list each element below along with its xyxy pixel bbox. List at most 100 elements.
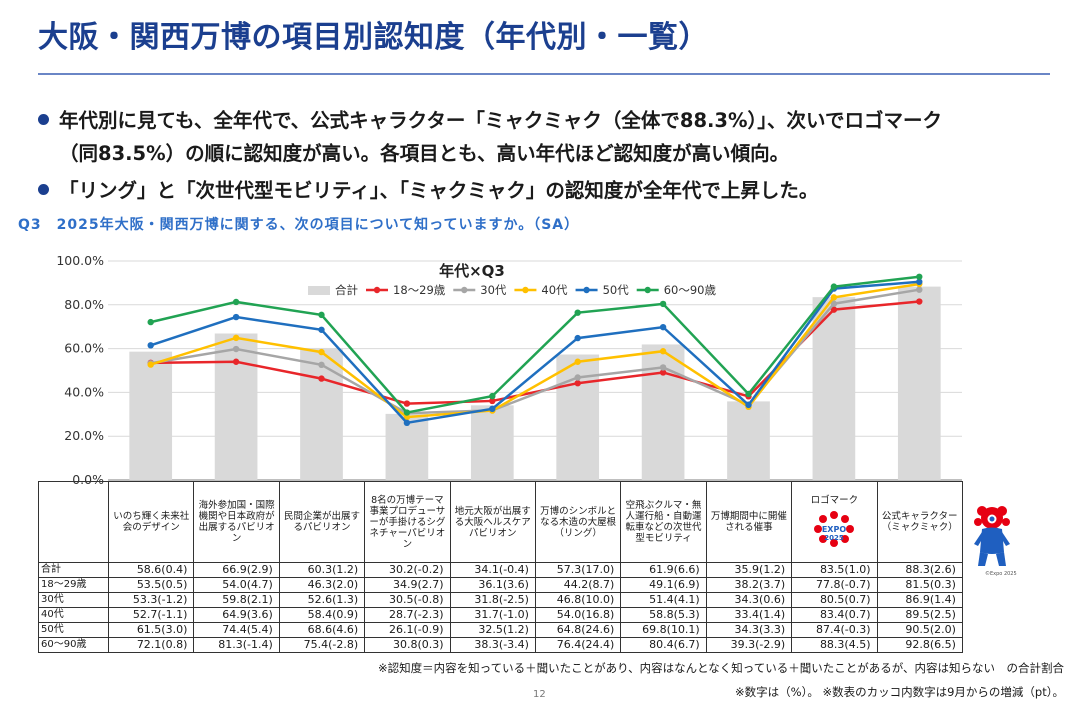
series-point bbox=[232, 345, 240, 353]
legend-swatch bbox=[644, 286, 651, 294]
legend-swatch bbox=[461, 286, 468, 294]
bar-total bbox=[300, 347, 343, 480]
table-cell: 83.4(0.7) bbox=[791, 607, 878, 623]
table-cell: 89.5(2.5) bbox=[876, 607, 963, 623]
page-number: 12 bbox=[533, 689, 546, 700]
table-cell: 75.4(-2.8) bbox=[278, 637, 366, 653]
column-header-text: ロゴマーク bbox=[810, 494, 859, 506]
legend-label: 50代 bbox=[603, 283, 630, 297]
table-cell: 35.9(1.2) bbox=[705, 562, 793, 578]
column-header: いのち輝く未来社会のデザイン bbox=[107, 481, 195, 563]
table-cell: 51.4(4.1) bbox=[620, 592, 707, 608]
table-cell: 46.8(10.0) bbox=[534, 592, 622, 608]
table-cell: 52.6(1.3) bbox=[278, 592, 366, 608]
table-cell: 66.9(2.9) bbox=[193, 562, 280, 578]
page-title: 大阪・関西万博の項目別認知度（年代別・一覧） bbox=[38, 20, 709, 55]
table-cell: 38.3(-3.4) bbox=[449, 637, 536, 653]
table-cell: 60.3(1.2) bbox=[278, 562, 366, 578]
table-row: 40代 52.7(-1.1) 64.9(3.6) 58.4(0.9) 28.7(-2.3… bbox=[38, 607, 963, 623]
series-point bbox=[659, 300, 667, 308]
table-corner-cell bbox=[38, 481, 109, 563]
table-cell: 68.6(4.6) bbox=[278, 622, 366, 638]
series-point bbox=[830, 283, 838, 290]
table-cell: 30.2(-0.2) bbox=[364, 562, 451, 578]
row-label: 合計 bbox=[38, 562, 109, 578]
series-point bbox=[489, 397, 496, 405]
table-cell: 32.5(1.2) bbox=[449, 622, 536, 638]
table-cell: 34.3(3.3) bbox=[705, 622, 793, 638]
column-header: 空飛ぶクルマ・無人運行船・自動運転車などの次世代型モビリティ bbox=[620, 481, 707, 563]
table-cell: 53.5(0.5) bbox=[107, 577, 195, 593]
table-cell: 46.3(2.0) bbox=[278, 577, 366, 593]
column-header: 公式キャラクター（ミャクミャク） bbox=[876, 481, 963, 563]
series-point bbox=[403, 400, 411, 407]
series-point bbox=[232, 313, 240, 321]
series-line bbox=[150, 275, 920, 414]
legend-swatch bbox=[583, 286, 590, 294]
legend-swatch bbox=[522, 286, 529, 294]
series-point bbox=[318, 326, 325, 333]
column-header-text: 万博期間中に開催される催事 bbox=[710, 511, 787, 533]
table-row: 60～90歳 72.1(0.8) 81.3(-1.4) 75.4(-2.8) 30.8(… bbox=[38, 637, 963, 653]
series-point bbox=[403, 413, 411, 421]
series-point bbox=[659, 348, 667, 355]
chart-title: 年代×Q3 bbox=[439, 262, 505, 280]
table-cell: 53.3(-1.2) bbox=[107, 592, 195, 608]
column-header-text: 8名の万博テーマ事業プロデューサーが手掛けるシグネチャーパビリオン bbox=[369, 494, 446, 550]
table-cell: 92.8(6.5) bbox=[876, 637, 963, 653]
table-cell: 38.2(3.7) bbox=[705, 577, 793, 593]
series-point bbox=[403, 419, 411, 427]
table-cell: 80.4(6.7) bbox=[620, 637, 707, 653]
table-cell: 86.9(1.4) bbox=[876, 592, 963, 608]
series-point bbox=[830, 300, 838, 307]
table-cell: 80.5(0.7) bbox=[791, 592, 878, 608]
footnote-definition: ※認知度＝内容を知っている＋聞いたことがあり、内容はなんとなく知っている＋聞いた… bbox=[378, 661, 1064, 675]
table-cell: 58.6(0.4) bbox=[107, 562, 195, 578]
legend-swatch bbox=[373, 286, 381, 294]
row-label: 18～29歳 bbox=[38, 577, 109, 593]
bullet-2-line1: 「リング」と「次世代型モビリティ」、「ミャクミャク」の認知度が全年代で上昇した。 bbox=[59, 179, 819, 202]
bullet-2: 「リング」と「次世代型モビリティ」、「ミャクミャク」の認知度が全年代で上昇した。 bbox=[38, 174, 818, 207]
row-label: 50代 bbox=[38, 622, 109, 638]
table-cell: 31.8(-2.5) bbox=[449, 592, 536, 608]
table-cell: 39.3(-2.9) bbox=[705, 637, 793, 653]
legend-label: 60～90歳 bbox=[664, 283, 717, 297]
column-header: 海外参加国・国際機関や日本政府が出展するパビリオン bbox=[193, 481, 280, 563]
table-cell: 58.4(0.9) bbox=[278, 607, 366, 623]
series-point bbox=[659, 364, 667, 371]
table-cell: 57.3(17.0) bbox=[534, 562, 622, 578]
y-tick-label: 40.0% bbox=[64, 384, 104, 399]
row-label: 60～90歳 bbox=[38, 637, 109, 653]
series-point bbox=[745, 390, 752, 398]
table-cell: 61.5(3.0) bbox=[107, 622, 195, 638]
table-cell: 83.5(1.0) bbox=[791, 562, 878, 578]
series-point bbox=[659, 323, 667, 331]
bullet-1-line1: 年代別に見ても、全年代で、公式キャラクター「ミャクミャク（全体で88.3%）」、… bbox=[59, 109, 942, 132]
column-header-text: 空飛ぶクルマ・無人運行船・自動運転車などの次世代型モビリティ bbox=[625, 500, 702, 544]
table-cell: 34.9(2.7) bbox=[364, 577, 451, 593]
series-line bbox=[150, 288, 920, 415]
table-row: 50代 61.5(3.0) 74.4(5.4) 68.6(4.6) 26.1(-0.9)… bbox=[38, 622, 963, 638]
column-header: 地元大阪が出展する大阪ヘルスケアパビリオン bbox=[449, 481, 536, 563]
series-point bbox=[318, 361, 325, 369]
table-cell: 34.1(-0.4) bbox=[449, 562, 536, 578]
series-point bbox=[574, 334, 581, 342]
table-cell: 26.1(-0.9) bbox=[364, 622, 451, 638]
series-point bbox=[916, 278, 923, 286]
bullet-dot-icon bbox=[38, 184, 49, 195]
series-point bbox=[232, 334, 240, 342]
mascot-credit: ©Expo 2025 bbox=[985, 571, 1017, 577]
bar-total bbox=[727, 401, 770, 480]
series-point bbox=[318, 348, 325, 356]
column-header-text: 地元大阪が出展する大阪ヘルスケアパビリオン bbox=[454, 505, 531, 539]
series-point bbox=[318, 375, 325, 382]
table-cell: 54.0(16.8) bbox=[534, 607, 622, 623]
legend-swatch bbox=[308, 286, 330, 295]
svg-text:EXPO: EXPO bbox=[822, 525, 846, 534]
column-header-text: 万博のシンボルとなる木造の大屋根（リング） bbox=[540, 505, 617, 539]
table-cell: 72.1(0.8) bbox=[107, 637, 195, 653]
table-cell: 64.9(3.6) bbox=[193, 607, 280, 623]
table-cell: 61.9(6.6) bbox=[620, 562, 707, 578]
column-header-text: 海外参加国・国際機関や日本政府が出展するパビリオン bbox=[198, 500, 275, 544]
